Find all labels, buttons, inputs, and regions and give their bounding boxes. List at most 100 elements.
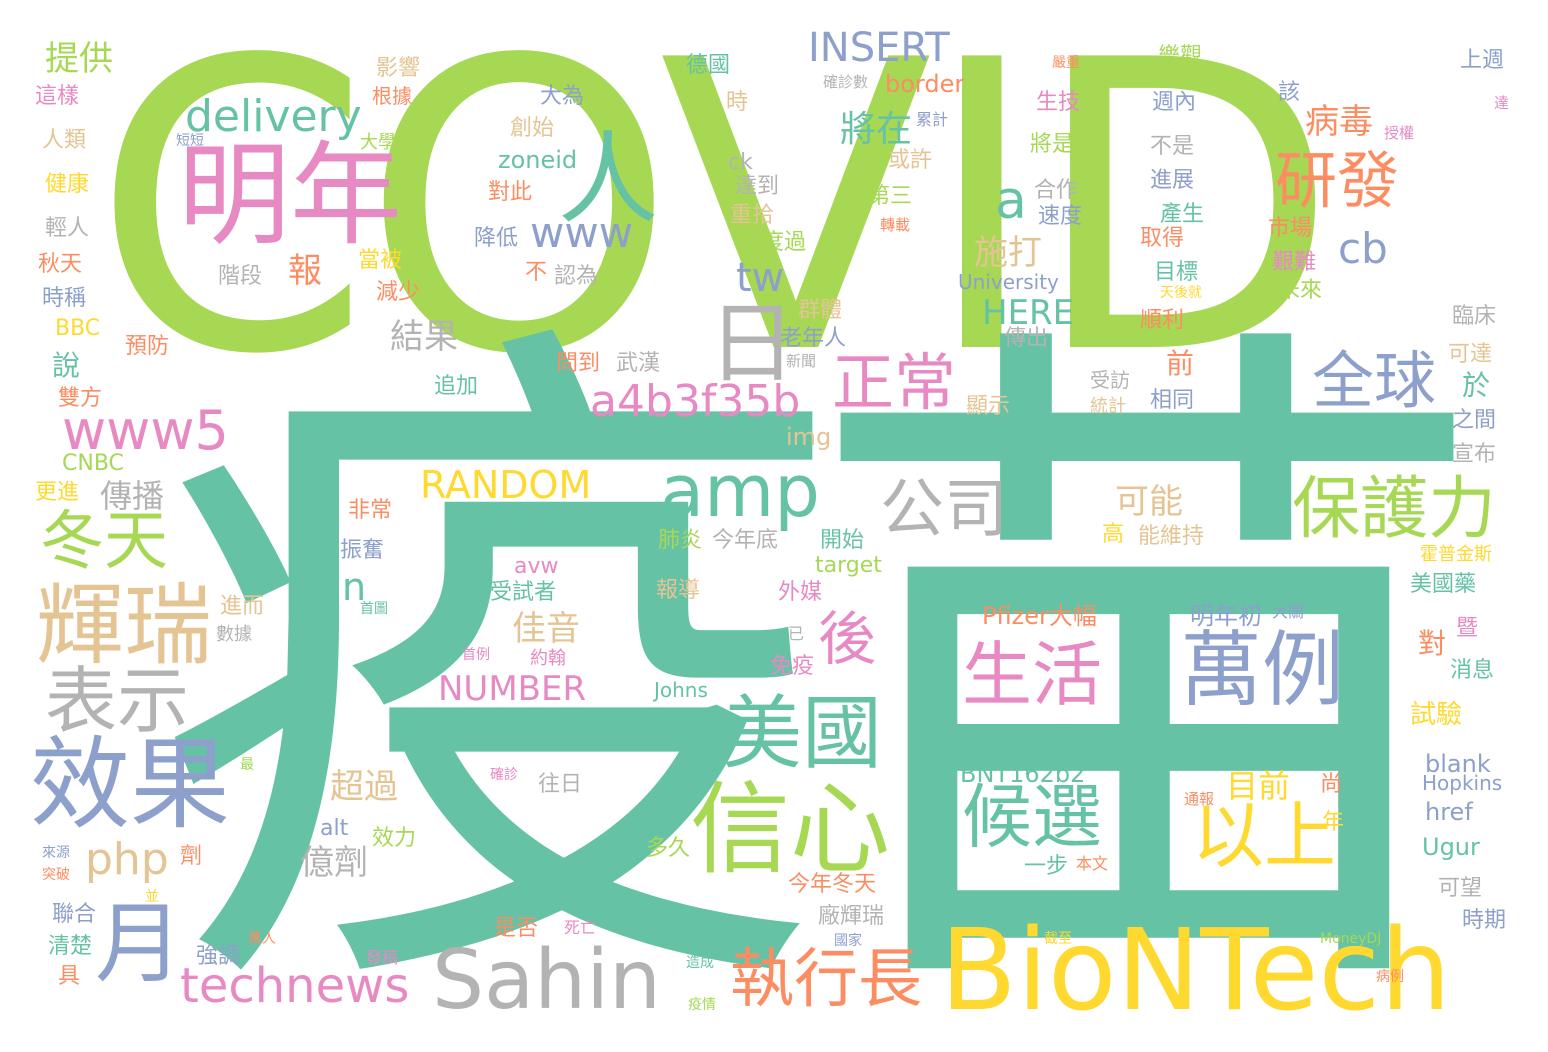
word: img	[786, 423, 832, 451]
word: 候選	[962, 776, 1102, 858]
word: 日	[708, 292, 797, 395]
word: 來源	[42, 845, 70, 861]
word: 最	[240, 757, 254, 773]
word: src	[650, 601, 683, 626]
word: 明年初	[1190, 602, 1262, 630]
word: 一步	[1024, 854, 1069, 879]
word: 週內	[1152, 90, 1197, 115]
word: 能維持	[1138, 524, 1205, 549]
word: www5	[62, 399, 229, 462]
word: 消息	[1450, 658, 1495, 683]
word: 短短	[176, 133, 204, 149]
word: 大學	[360, 132, 396, 153]
word: 進展	[1150, 168, 1195, 193]
word: 生活	[962, 634, 1102, 716]
word: 死亡	[564, 918, 597, 937]
word: 不是	[1150, 134, 1195, 159]
word: 暨	[1456, 616, 1479, 641]
word: Hopkins	[1422, 771, 1503, 795]
word: Ugur	[1422, 833, 1480, 861]
word: 轉載	[880, 216, 911, 234]
word: 是否	[494, 916, 539, 941]
word: 本文	[1076, 854, 1109, 873]
word: 輕人	[45, 216, 90, 241]
word: 佳音	[512, 609, 580, 649]
word: 冬天	[40, 505, 168, 579]
word: 合作	[1034, 178, 1079, 203]
word: 年	[1322, 810, 1345, 835]
word: 報	[288, 251, 322, 291]
word: 嚴重	[1052, 55, 1080, 71]
word: 第三	[868, 184, 913, 209]
word: 萬例	[1180, 623, 1345, 718]
word: 可能	[1115, 482, 1183, 522]
word: 當被	[358, 248, 403, 273]
word: 階段	[218, 264, 263, 289]
word: 非常	[348, 498, 393, 523]
word: 時稱	[42, 286, 87, 311]
word: CNBC	[62, 451, 124, 476]
word: BNT162b2	[960, 760, 1086, 788]
word: 報導	[656, 578, 701, 603]
word: 施打	[974, 233, 1042, 273]
word: 突破	[42, 867, 70, 883]
word: 市場	[1268, 216, 1313, 241]
word: zoneid	[498, 146, 578, 174]
word: 正常	[832, 346, 957, 419]
word: target	[815, 553, 882, 578]
word: blank	[1425, 750, 1491, 778]
word: 尚	[1320, 772, 1343, 797]
word: 進而	[220, 594, 265, 619]
word: 傳播	[100, 477, 165, 515]
word: 累計	[916, 110, 949, 129]
word: 天後就	[1160, 285, 1202, 301]
word: 試驗	[1410, 700, 1463, 730]
word: 新聞	[786, 352, 817, 370]
word: 月	[95, 892, 184, 995]
word: 群體	[798, 298, 843, 323]
word: delivery	[185, 91, 362, 142]
word: 國家	[834, 933, 862, 949]
word: 授權	[1384, 124, 1415, 142]
word: 這樣	[35, 84, 80, 109]
word: 之間	[1452, 408, 1497, 433]
word: php	[85, 834, 169, 885]
word: 強調	[196, 944, 241, 969]
word: 執行長	[730, 943, 922, 1017]
word: 廠輝瑞	[818, 904, 885, 929]
word: 通報	[1184, 790, 1215, 808]
word: 效力	[372, 826, 417, 851]
word: 時	[726, 90, 749, 115]
word: 或許	[888, 148, 933, 173]
word: 截至	[1044, 931, 1072, 947]
word: a4b3f35b	[590, 376, 801, 427]
word: 順利	[1140, 308, 1185, 333]
word: 對此	[488, 180, 533, 205]
word: 該	[1278, 80, 1301, 105]
word: 確診	[490, 767, 518, 783]
word: 德國	[686, 53, 731, 78]
word: 臨床	[1452, 304, 1497, 329]
word: 聯合	[52, 902, 97, 927]
word: 病例	[1376, 969, 1404, 985]
word: alt	[320, 816, 349, 841]
word: 公司	[880, 473, 1008, 547]
word: 說	[52, 349, 81, 382]
word: 認為	[554, 264, 599, 289]
word: HERE	[982, 293, 1075, 333]
word: 往日	[538, 772, 583, 797]
word: 首圖	[360, 601, 388, 617]
word: 對	[1418, 627, 1447, 660]
word: 人	[558, 121, 658, 238]
word: 追加	[434, 374, 479, 399]
word: 肺炎	[658, 528, 703, 553]
word: 以上	[1192, 794, 1337, 878]
word: 目前	[1226, 767, 1291, 805]
word: 老年人	[780, 326, 847, 351]
word: 超過	[330, 767, 398, 807]
word: 時期	[1462, 908, 1507, 933]
word: 明年	[178, 131, 402, 261]
word: 未來	[1278, 278, 1323, 303]
word: 生技	[1036, 90, 1081, 115]
word: 大為	[540, 84, 585, 109]
